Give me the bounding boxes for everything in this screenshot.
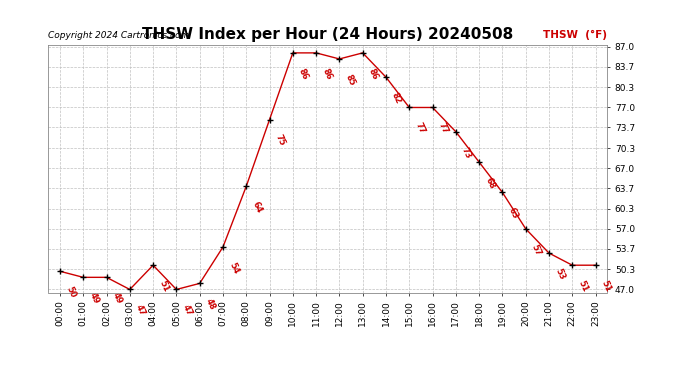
Text: 54: 54: [227, 261, 240, 275]
Text: 86: 86: [367, 67, 380, 81]
Text: 57: 57: [530, 243, 543, 257]
Text: THSW  (°F): THSW (°F): [543, 30, 607, 40]
Text: 49: 49: [110, 291, 124, 306]
Text: 51: 51: [157, 279, 170, 294]
Text: 86: 86: [320, 67, 333, 81]
Text: 47: 47: [134, 303, 147, 318]
Text: 53: 53: [553, 267, 566, 281]
Text: 51: 51: [600, 279, 613, 294]
Text: 85: 85: [344, 73, 357, 87]
Text: 75: 75: [274, 134, 287, 148]
Text: 49: 49: [88, 291, 101, 306]
Text: 86: 86: [297, 67, 310, 81]
Text: 77: 77: [413, 122, 426, 136]
Text: 68: 68: [483, 176, 496, 190]
Text: 82: 82: [390, 91, 403, 105]
Text: 51: 51: [576, 279, 589, 294]
Title: THSW Index per Hour (24 Hours) 20240508: THSW Index per Hour (24 Hours) 20240508: [142, 27, 513, 42]
Text: 64: 64: [250, 200, 264, 214]
Text: 47: 47: [181, 303, 194, 318]
Text: 73: 73: [460, 146, 473, 160]
Text: Copyright 2024 Cartronics.com: Copyright 2024 Cartronics.com: [48, 31, 190, 40]
Text: 50: 50: [64, 285, 77, 300]
Text: 48: 48: [204, 297, 217, 312]
Text: 63: 63: [506, 206, 520, 220]
Text: 77: 77: [437, 122, 450, 136]
